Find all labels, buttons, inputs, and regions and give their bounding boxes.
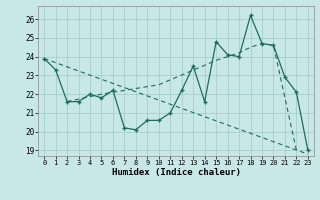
X-axis label: Humidex (Indice chaleur): Humidex (Indice chaleur) — [111, 168, 241, 177]
